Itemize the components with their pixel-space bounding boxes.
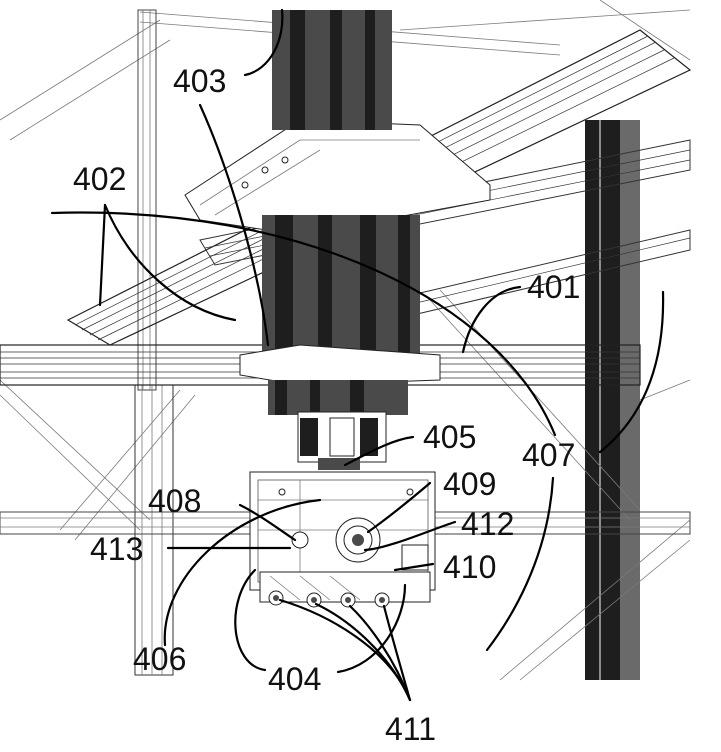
reference-numerals: 403 402 401 405 407 409 408 412 413 410 …	[73, 63, 580, 747]
label-410: 410	[443, 549, 496, 585]
label-406: 406	[133, 641, 186, 677]
label-402: 402	[73, 161, 126, 197]
label-413: 413	[90, 531, 143, 567]
leader-lines	[50, 8, 665, 702]
label-407: 407	[522, 437, 575, 473]
background-frame	[0, 0, 691, 681]
label-409: 409	[443, 466, 496, 502]
label-405: 405	[423, 419, 476, 455]
column-flange	[239, 344, 441, 470]
label-401: 401	[527, 269, 580, 305]
label-404: 404	[268, 661, 321, 697]
label-408: 408	[148, 483, 201, 519]
label-403: 403	[173, 63, 226, 99]
label-411: 411	[385, 711, 436, 747]
end-effector-assembly	[249, 471, 436, 608]
label-412: 412	[461, 506, 514, 542]
